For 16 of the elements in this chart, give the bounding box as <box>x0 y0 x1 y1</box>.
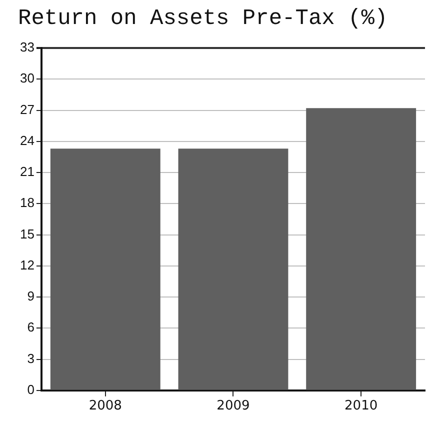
y-tick-label: 24 <box>20 132 34 148</box>
y-tick-label: 12 <box>20 257 34 272</box>
y-tick-label: 30 <box>20 70 34 86</box>
y-tick-label: 15 <box>20 226 34 242</box>
x-tick-label: 2009 <box>216 398 250 414</box>
y-tick-label: 27 <box>20 102 34 117</box>
y-tick-label: 33 <box>20 40 34 55</box>
y-tick-label: 21 <box>20 164 34 180</box>
y-tick-label: 3 <box>27 350 34 366</box>
y-tick-label: 0 <box>27 382 34 397</box>
y-tick-label: 9 <box>27 288 34 304</box>
chart-title: Return on Assets Pre-Tax (%) <box>18 6 388 32</box>
y-tick-label: 6 <box>27 320 34 335</box>
y-tick-label: 18 <box>20 195 34 210</box>
x-tick-label: 2010 <box>344 398 378 414</box>
x-tick-label: 2008 <box>88 398 122 414</box>
